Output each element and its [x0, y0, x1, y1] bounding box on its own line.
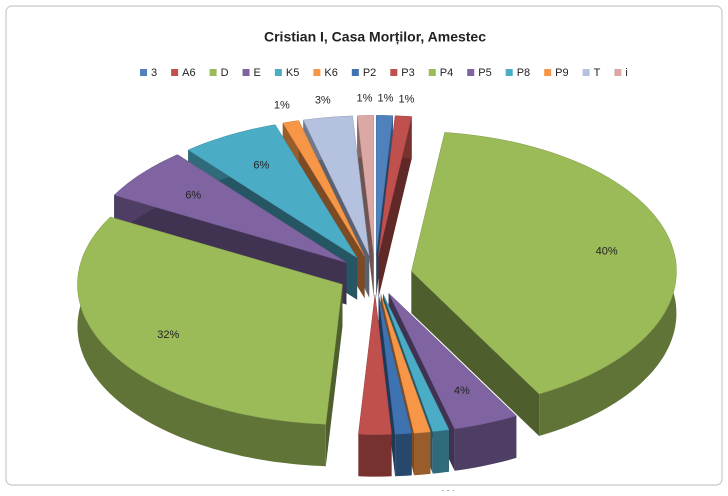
slice	[411, 132, 677, 395]
legend-swatch	[582, 69, 590, 76]
legend-swatch	[313, 69, 321, 76]
slice	[356, 115, 375, 256]
legend-swatch	[274, 69, 282, 76]
legend-swatch	[209, 69, 217, 76]
legend-swatch	[351, 69, 359, 76]
data-label: 4%	[454, 385, 470, 397]
data-label: 1%	[398, 93, 414, 105]
slice	[388, 293, 517, 430]
data-label: 1%	[274, 100, 290, 112]
slice-side	[77, 217, 326, 467]
slice	[77, 216, 343, 425]
slice	[378, 294, 413, 435]
slice-side	[432, 429, 449, 474]
legend-label: P9	[555, 67, 568, 79]
slice	[380, 294, 431, 434]
slice-side	[395, 433, 412, 477]
data-label: 3%	[315, 95, 331, 107]
chart-title: Cristian I, Casa Morților, Amestec	[264, 29, 486, 45]
data-label: 1%	[357, 93, 373, 105]
legend-label: P4	[440, 67, 453, 79]
slice-side	[454, 415, 517, 471]
legend-swatch	[242, 69, 250, 76]
legend-swatch	[140, 69, 147, 76]
legend-label: P2	[363, 67, 376, 79]
slice	[358, 294, 392, 435]
legend-swatch	[544, 69, 552, 76]
legend-swatch	[390, 69, 398, 76]
data-label: 1%	[378, 93, 394, 105]
slice-side	[378, 116, 412, 298]
slice	[113, 154, 347, 263]
legend-label: 3	[151, 67, 157, 79]
legend-label: i	[625, 67, 627, 79]
legend-label: E	[254, 67, 261, 79]
slice-side	[357, 115, 374, 298]
data-label: 6%	[185, 189, 201, 201]
legend-label: K6	[324, 67, 337, 79]
legend-swatch	[171, 69, 179, 76]
slice	[375, 115, 394, 256]
slice	[302, 115, 370, 256]
slice-side	[325, 284, 343, 467]
legend-label: P3	[401, 67, 414, 79]
legend-swatch	[614, 69, 622, 76]
data-label: 40%	[596, 246, 618, 258]
slice	[378, 115, 413, 256]
legend-swatch	[467, 69, 475, 76]
slice	[282, 120, 365, 257]
slice-side	[358, 434, 392, 477]
legend-label: D	[221, 67, 229, 79]
legend-label: P5	[478, 67, 491, 79]
data-label: 6%	[253, 160, 269, 172]
data-label: 32%	[157, 329, 179, 341]
slice	[187, 124, 358, 259]
legend-label: K5	[286, 67, 299, 79]
legend-swatch	[428, 69, 436, 76]
slice	[382, 293, 450, 432]
slice-side	[414, 431, 431, 476]
legend-label: P8	[517, 67, 530, 79]
slice-side	[411, 271, 540, 436]
legend-label: T	[594, 67, 601, 79]
pie: 1%1%40%4%1%1%1%2%32%6%6%1%3%1%	[77, 93, 677, 496]
legend-label: A6	[182, 67, 195, 79]
legend-swatch	[505, 69, 513, 76]
